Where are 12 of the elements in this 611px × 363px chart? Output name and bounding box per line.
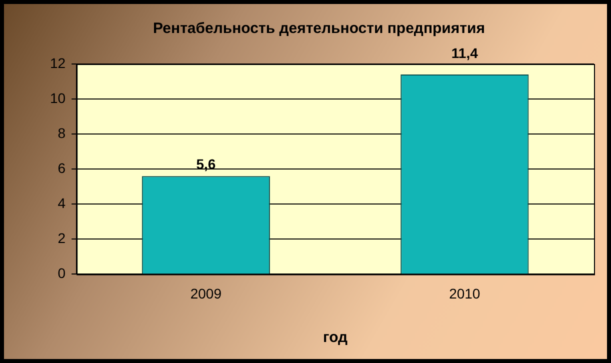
y-tick-label: 4 bbox=[58, 194, 66, 211]
y-tick-label: 8 bbox=[58, 124, 66, 141]
y-tick-label: 12 bbox=[50, 54, 66, 71]
chart-title: Рентабельность деятельности предприятия bbox=[153, 20, 485, 38]
y-tick-label: 0 bbox=[58, 265, 66, 282]
data-label: 11,4 bbox=[451, 44, 478, 61]
x-tick-label: 2010 bbox=[449, 285, 480, 302]
y-tick-label: 6 bbox=[58, 160, 66, 176]
x-axis-title: год bbox=[323, 329, 348, 346]
y-tick-label: 2 bbox=[58, 230, 66, 246]
y-tick-label: 10 bbox=[50, 90, 66, 106]
x-tick-label: 2009 bbox=[190, 285, 222, 302]
